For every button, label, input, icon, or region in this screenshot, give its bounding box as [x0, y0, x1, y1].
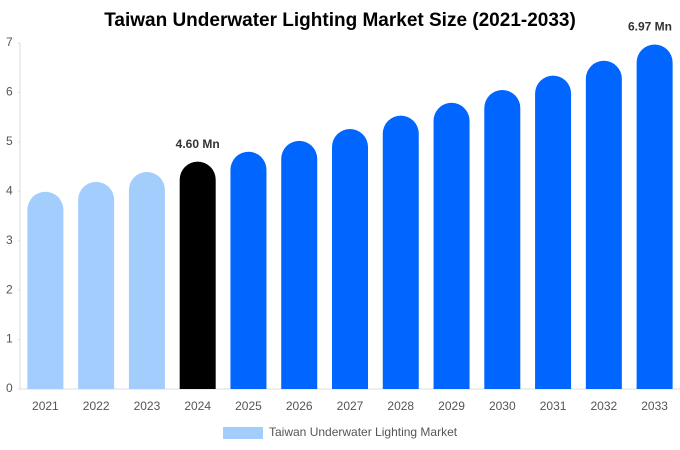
bar — [585, 60, 622, 390]
bar — [230, 151, 267, 389]
x-tick-label: 2027 — [337, 399, 364, 413]
bar — [27, 191, 64, 389]
x-tick-label: 2032 — [590, 399, 617, 413]
bar — [332, 129, 368, 389]
bar — [281, 140, 318, 389]
x-tick-label: 2024 — [184, 399, 211, 413]
chart-title: Taiwan Underwater Lighting Market Size (… — [104, 10, 576, 31]
x-tick-label: 2025 — [235, 399, 262, 413]
x-tick-label: 2031 — [540, 399, 567, 413]
bar — [78, 181, 115, 389]
bar — [433, 102, 470, 390]
bar — [535, 75, 572, 389]
y-tick-label: 5 — [6, 134, 13, 148]
y-tick-label: 0 — [6, 381, 13, 395]
bar — [128, 172, 165, 389]
x-tick-label: 2029 — [438, 399, 465, 413]
value-label: 6.97 Mn — [628, 20, 672, 34]
value-label: 4.60 Mn — [176, 137, 220, 151]
y-tick-label: 2 — [6, 282, 13, 296]
legend-swatch — [223, 427, 263, 439]
y-tick-label: 3 — [6, 233, 13, 247]
bar — [382, 115, 419, 389]
x-tick-label: 2033 — [641, 399, 668, 413]
x-tick-label: 2023 — [134, 399, 161, 413]
y-tick-label: 6 — [6, 85, 13, 99]
x-tick-label: 2028 — [387, 399, 414, 413]
x-tick-label: 2026 — [286, 399, 313, 413]
bar — [636, 44, 673, 390]
bar — [484, 89, 521, 389]
y-tick-label: 4 — [6, 183, 13, 197]
legend-label: Taiwan Underwater Lighting Market — [269, 425, 458, 439]
bar — [179, 161, 216, 389]
y-tick-label: 1 — [6, 332, 13, 346]
y-tick-label: 7 — [6, 35, 13, 49]
x-tick-label: 2022 — [83, 399, 110, 413]
x-tick-label: 2030 — [489, 399, 516, 413]
x-tick-label: 2021 — [32, 399, 59, 413]
